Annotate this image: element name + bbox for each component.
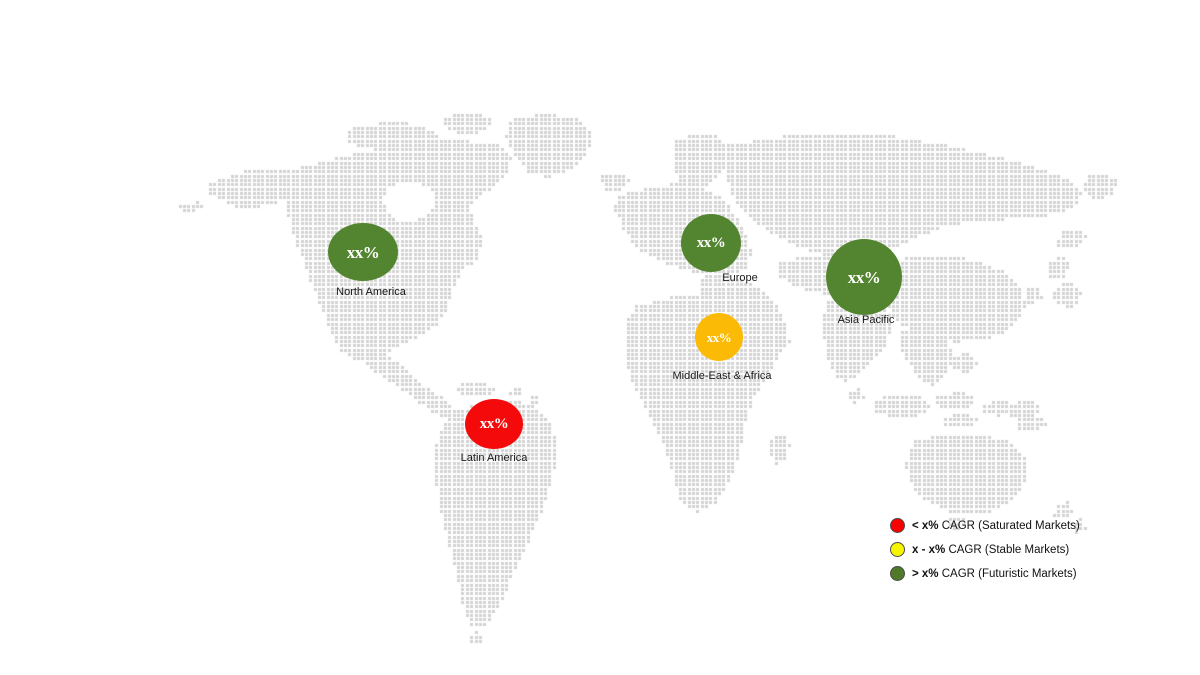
legend-saturated[interactable]: < x% CAGR (Saturated Markets) xyxy=(890,518,1080,533)
bubble-circle-asia-pacific: xx% xyxy=(826,239,902,315)
region-label-middle-east-africa: Middle-East & Africa xyxy=(672,370,772,382)
region-bubble-europe[interactable]: xx% xyxy=(681,214,741,272)
legend-futuristic-label: > x% CAGR (Futuristic Markets) xyxy=(912,567,1077,580)
legend-stable[interactable]: x - x% CAGR (Stable Markets) xyxy=(890,542,1080,557)
bubble-circle-latin-america: xx% xyxy=(465,399,523,449)
legend-saturated-dot-icon xyxy=(890,518,905,533)
region-bubble-latin-america[interactable]: xx% xyxy=(465,399,523,449)
region-bubble-north-america[interactable]: xx% xyxy=(328,223,398,281)
region-label-asia-pacific: Asia Pacific xyxy=(837,314,895,326)
legend-stable-label: x - x% CAGR (Stable Markets) xyxy=(912,543,1070,556)
legend-futuristic[interactable]: > x% CAGR (Futuristic Markets) xyxy=(890,566,1080,581)
legend-saturated-label: < x% CAGR (Saturated Markets) xyxy=(912,519,1080,532)
region-label-north-america: North America xyxy=(336,286,406,298)
bubble-value-europe: xx% xyxy=(696,234,726,251)
bubble-value-latin-america: xx% xyxy=(479,415,509,432)
bubble-value-middle-east-africa: xx% xyxy=(706,329,732,345)
region-bubble-asia-pacific[interactable]: xx% xyxy=(826,239,902,315)
legend: < x% CAGR (Saturated Markets) x - x% CAGR… xyxy=(890,518,1080,581)
bubble-circle-europe: xx% xyxy=(681,214,741,272)
region-label-europe: Europe xyxy=(722,272,758,284)
bubble-circle-north-america: xx% xyxy=(328,223,398,281)
region-label-latin-america: Latin America xyxy=(460,452,528,464)
legend-futuristic-dot-icon xyxy=(890,566,905,581)
region-bubble-middle-east-africa[interactable]: xx% xyxy=(695,313,743,361)
bubble-circle-middle-east-africa: xx% xyxy=(695,313,743,361)
bubble-value-asia-pacific: xx% xyxy=(847,267,881,287)
legend-stable-dot-icon xyxy=(890,542,905,557)
bubble-value-north-america: xx% xyxy=(346,242,380,262)
